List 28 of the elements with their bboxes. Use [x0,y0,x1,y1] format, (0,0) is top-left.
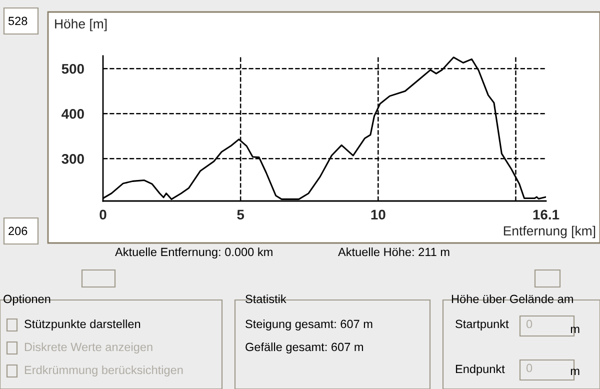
text: 0 [526,364,532,372]
text: Erdkrümmung berücksichtigen [24,366,183,377]
y-tick-label: 500 [62,64,84,74]
text: m [570,368,580,376]
x-tick-label: 0 [100,210,106,220]
text: Gefälle gesamt: 607 m [246,342,363,354]
x-tick-label: 16.1 [533,210,560,220]
text: 528 [8,16,28,26]
y-tick-label: 300 [62,154,84,164]
text: 0 [526,320,532,328]
line-series [103,56,546,200]
text: 206 [8,226,28,236]
y-axis-title: Höhe [m] [55,18,107,32]
text: Stützpunkte darstellen [24,319,140,331]
text: Startpunkt [456,319,509,331]
text: Steigung gesamt: 607 m [246,319,372,331]
text: Aktuelle Höhe: 211 m [338,247,450,256]
x-tick-label: 10 [371,210,386,220]
text: Optionen [4,294,50,306]
text: Endpunkt [456,364,505,376]
text: Statistik [246,294,286,304]
text: m [570,326,580,334]
x-tick-label: 5 [237,210,244,220]
text: Höhe über Gelände am [452,294,573,304]
text: Aktuelle Entfernung: 0.000 km [115,247,272,259]
x-axis-title: Entfernung [km] [504,226,596,238]
y-tick-label: 400 [62,108,84,119]
text: Diskrete Werte anzeigen [24,342,152,354]
